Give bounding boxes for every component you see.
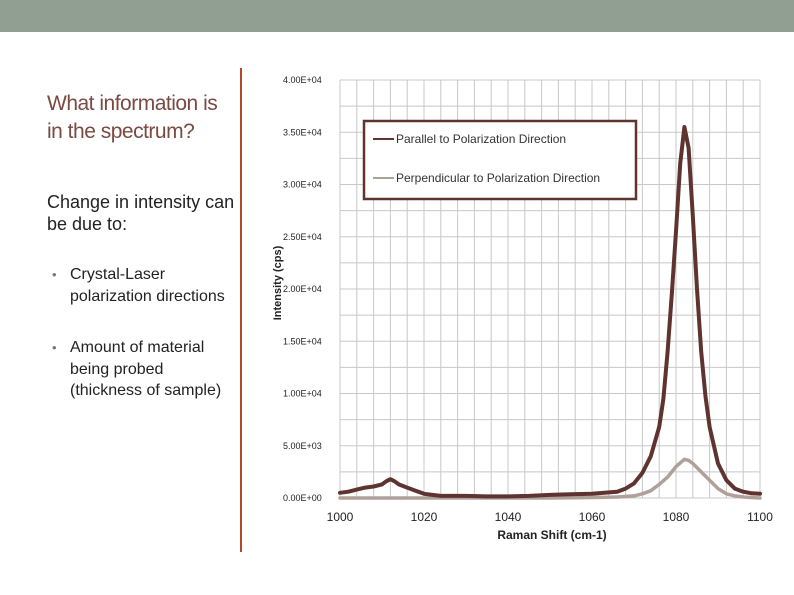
divider-line — [240, 68, 242, 552]
y-tick-label: 1.00E+04 — [283, 389, 322, 399]
y-tick-label: 2.00E+04 — [283, 284, 322, 294]
y-tick-label: 3.00E+04 — [283, 180, 322, 190]
y-tick-label: 0.00E+00 — [283, 493, 322, 503]
bullet-item: • Amount of material being probed (thickn… — [52, 337, 227, 402]
x-tick-labels: 1000 1020 1040 1060 1080 1100 — [327, 510, 774, 524]
legend: Parallel to Polarization Direction Perpe… — [362, 119, 638, 201]
x-tick-label: 1020 — [411, 510, 438, 524]
y-tick-label: 4.00E+04 — [283, 75, 322, 85]
x-tick-label: 1100 — [747, 510, 773, 524]
slide-title: What information is in the spectrum? — [47, 92, 218, 143]
top-banner — [0, 0, 794, 32]
y-tick-label: 1.50E+04 — [283, 336, 322, 346]
x-tick-label: 1080 — [663, 510, 690, 524]
bullet-dot-icon: • — [52, 267, 57, 282]
bullet-dot-icon: • — [52, 340, 57, 355]
x-tick-label: 1000 — [327, 510, 354, 524]
y-tick-labels: 0.00E+00 5.00E+03 1.00E+04 1.50E+04 2.00E+04… — [283, 75, 322, 503]
chart-series — [338, 125, 762, 500]
bullet-list: • Crystal-Laser polarization directions •… — [52, 264, 227, 402]
legend-label-parallel: Parallel to Polarization Direction — [396, 132, 566, 146]
series-line-perpendicular — [338, 457, 762, 500]
y-axis-label: Intensity (cps) — [272, 245, 284, 320]
x-axis-label: Raman Shift (cm-1) — [497, 528, 606, 542]
bullet-item: • Crystal-Laser polarization directions — [52, 264, 227, 307]
bullet-text: Crystal-Laser polarization directions — [70, 266, 225, 305]
legend-box — [362, 119, 638, 201]
legend-label-perpendicular: Perpendicular to Polarization Direction — [396, 171, 600, 185]
bullet-text: Amount of material being probed (thickne… — [70, 339, 222, 399]
y-tick-label: 2.50E+04 — [283, 232, 322, 242]
series-line-parallel — [338, 125, 762, 499]
slide-subtitle: Change in intensity can be due to: — [47, 192, 235, 234]
x-tick-label: 1060 — [579, 510, 606, 524]
y-tick-label: 3.50E+04 — [283, 127, 322, 137]
y-tick-label: 5.00E+03 — [283, 441, 322, 451]
x-tick-label: 1040 — [495, 510, 522, 524]
